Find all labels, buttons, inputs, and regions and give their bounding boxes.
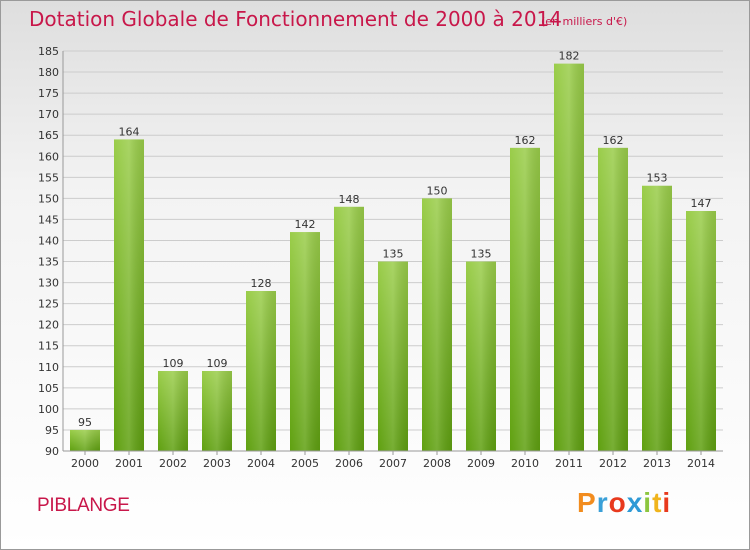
bar-shade: [422, 198, 452, 451]
logo-letter: i: [662, 487, 672, 518]
bar-shade: [642, 185, 672, 451]
chart-subtitle: (en milliers d'€): [541, 15, 628, 28]
value-label: 128: [251, 277, 272, 290]
bar-chart: 90 95 100 105 110 115 120 125 130 135 140 145 150 155…: [38, 45, 723, 470]
value-label: 109: [163, 357, 184, 370]
bar-shade: [246, 291, 276, 451]
bar-shade: [290, 232, 320, 451]
x-tick-label: 2014: [687, 457, 715, 470]
y-tick-label: 150: [38, 192, 59, 205]
bar-shade: [114, 139, 144, 451]
value-label: 153: [647, 172, 668, 185]
y-tick-label: 115: [38, 340, 59, 353]
y-tick-label: 125: [38, 298, 59, 311]
x-tick-label: 2011: [555, 457, 583, 470]
bar-shade: [334, 206, 364, 451]
bar-shade: [158, 371, 188, 451]
value-label: 162: [603, 134, 624, 147]
x-tick-label: 2010: [511, 457, 539, 470]
y-tick-label: 120: [38, 319, 59, 332]
value-label: 182: [559, 50, 580, 63]
bar-shade: [378, 261, 408, 451]
value-label: 148: [339, 193, 360, 206]
y-tick-label: 100: [38, 403, 59, 416]
x-tick-label: 2005: [291, 457, 319, 470]
value-label: 164: [119, 125, 140, 138]
x-tick-label: 2004: [247, 457, 275, 470]
bar-shade: [70, 429, 100, 451]
y-tick-label: 95: [45, 424, 59, 437]
logo-letter: t: [652, 487, 663, 518]
x-tick-label: 2008: [423, 457, 451, 470]
logo-letter: i: [643, 487, 653, 518]
x-tick-label: 2006: [335, 457, 363, 470]
x-tick-label: 2000: [71, 457, 99, 470]
commune-name: PIBLANGE: [37, 495, 130, 516]
value-label: 147: [691, 197, 712, 210]
x-tick-label: 2013: [643, 457, 671, 470]
chart-title: Dotation Globale de Fonctionnement de 20…: [29, 7, 562, 31]
bar-shade: [466, 261, 496, 451]
x-tick-label: 2002: [159, 457, 187, 470]
value-label: 142: [295, 218, 316, 231]
y-tick-label: 110: [38, 361, 59, 374]
x-tick-label: 2012: [599, 457, 627, 470]
y-tick-label: 175: [38, 87, 59, 100]
x-tick-label: 2003: [203, 457, 231, 470]
logo-letter: o: [608, 487, 627, 518]
value-label: 162: [515, 134, 536, 147]
axis-layer: 90 95 100 105 110 115 120 125 130 135 140 145 150 155…: [38, 45, 723, 470]
y-tick-label: 130: [38, 277, 59, 290]
y-tick-label: 140: [38, 234, 59, 247]
y-tick-label: 185: [38, 45, 59, 58]
y-tick-label: 180: [38, 66, 59, 79]
logo-letter: P: [577, 487, 597, 518]
bar-shade: [686, 211, 716, 451]
y-tick-label: 105: [38, 382, 59, 395]
x-tick-label: 2007: [379, 457, 407, 470]
y-tick-label: 160: [38, 150, 59, 163]
value-label: 150: [427, 184, 448, 197]
logo-letter: r: [596, 487, 609, 518]
logo-letter: x: [626, 487, 644, 518]
y-tick-label: 170: [38, 108, 59, 121]
y-tick-label: 155: [38, 171, 59, 184]
x-tick-label: 2009: [467, 457, 495, 470]
proxiti-logo: Proxiti: [577, 487, 671, 519]
x-tick-label: 2001: [115, 457, 143, 470]
value-label: 135: [471, 248, 492, 261]
value-label: 109: [207, 357, 228, 370]
bar-shade: [202, 371, 232, 451]
y-tick-label: 135: [38, 256, 59, 269]
bars-layer: [70, 63, 716, 451]
bar-shade: [598, 147, 628, 451]
value-label: 95: [78, 416, 92, 429]
bar-shade: [510, 147, 540, 451]
bar-shade: [554, 63, 584, 451]
y-tick-label: 165: [38, 129, 59, 142]
y-tick-label: 145: [38, 213, 59, 226]
y-tick-label: 90: [45, 445, 59, 458]
value-label: 135: [383, 248, 404, 261]
